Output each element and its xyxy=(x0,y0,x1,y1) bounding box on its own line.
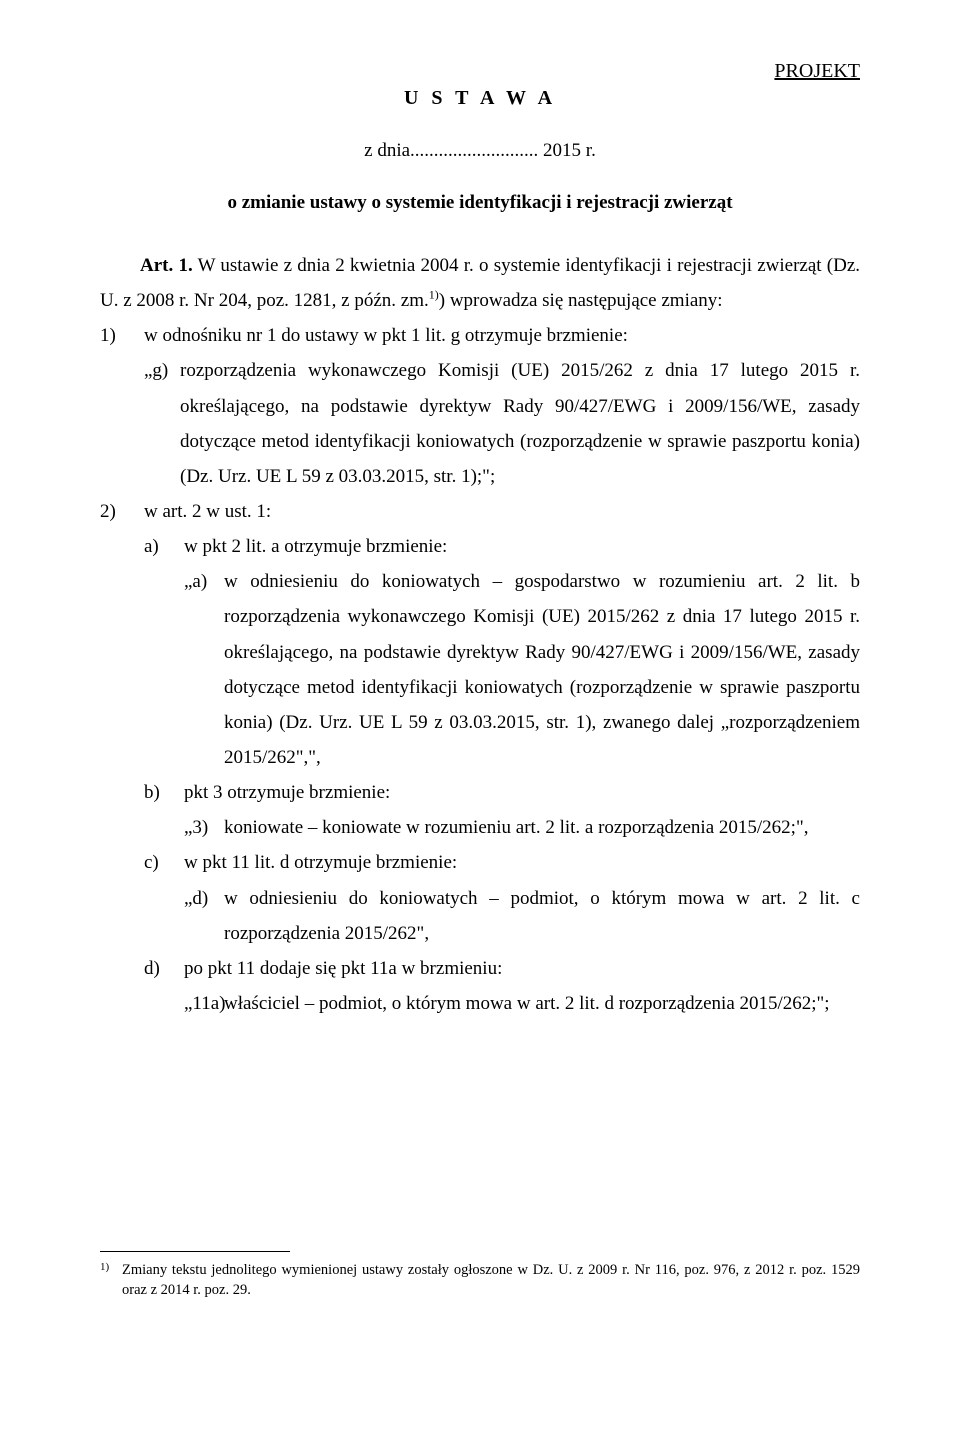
amendment-2b-quote-text: koniowate – koniowate w rozumieniu art. … xyxy=(224,817,808,838)
amendment-2d: d) po pkt 11 dodaje się pkt 11a w brzmie… xyxy=(144,951,860,1021)
amendment-1-marker: 1) xyxy=(100,318,116,353)
amendment-1-quote-marker: „g) xyxy=(144,353,168,388)
amendment-2c-quote: „d) w odniesieniu do koniowatych – podmi… xyxy=(184,881,860,951)
amendment-2c-marker: c) xyxy=(144,845,159,880)
amendment-2-lead: w art. 2 w ust. 1: xyxy=(144,501,271,522)
amendment-1-quote-text: rozporządzenia wykonawczego Komisji (UE)… xyxy=(180,360,860,486)
amendment-2d-quote-text: właściciel – podmiot, o którym mowa w ar… xyxy=(224,993,830,1014)
amendment-2a-quote: „a) w odniesieniu do koniowatych – gospo… xyxy=(184,564,860,775)
footnote-1-text: Zmiany tekstu jednolitego wymienionej us… xyxy=(122,1262,860,1298)
page: PROJEKT U S T A W A z dnia..............… xyxy=(0,0,960,1442)
amendment-2c-quote-text: w odniesieniu do koniowatych – podmiot, … xyxy=(224,888,860,944)
amendment-2a-quote-text: w odniesieniu do koniowatych – gospodars… xyxy=(224,571,860,768)
amendment-2d-lead: po pkt 11 dodaje się pkt 11a w brzmieniu… xyxy=(184,958,502,979)
footnote-rule xyxy=(100,1251,290,1252)
amendment-2-marker: 2) xyxy=(100,494,116,529)
act-date: z dnia........................... 2015 r… xyxy=(100,140,860,162)
article-1-label: Art. 1. xyxy=(140,255,193,276)
body: Art. 1. W ustawie z dnia 2 kwietnia 2004… xyxy=(100,248,860,1021)
article-1-text-after-footnote: ) wprowadza się następujące zmiany: xyxy=(439,290,723,311)
act-title: U S T A W A xyxy=(100,87,860,110)
act-subject: o zmianie ustawy o systemie identyfikacj… xyxy=(100,192,860,214)
amendment-2d-marker: d) xyxy=(144,951,160,986)
amendment-2c: c) w pkt 11 lit. d otrzymuje brzmienie: … xyxy=(144,845,860,950)
projekt-label: PROJEKT xyxy=(100,60,860,83)
amendment-2b-quote: „3) koniowate – koniowate w rozumieniu a… xyxy=(184,810,860,845)
amendment-2b: b) pkt 3 otrzymuje brzmienie: „3) koniow… xyxy=(144,775,860,845)
amendment-2a-lead: w pkt 2 lit. a otrzymuje brzmienie: xyxy=(184,536,447,557)
amendment-2b-marker: b) xyxy=(144,775,160,810)
amendment-2b-quote-marker: „3) xyxy=(184,810,208,845)
amendment-2a-marker: a) xyxy=(144,529,159,564)
amendment-2: 2) w art. 2 w ust. 1: a) w pkt 2 lit. a … xyxy=(100,494,860,1021)
article-1-intro: Art. 1. W ustawie z dnia 2 kwietnia 2004… xyxy=(100,248,860,318)
amendment-2c-lead: w pkt 11 lit. d otrzymuje brzmienie: xyxy=(184,852,457,873)
footnote-ref-1: 1) xyxy=(429,288,439,302)
amendment-2d-quote: „11a) właściciel – podmiot, o którym mow… xyxy=(184,986,860,1021)
amendment-2b-lead: pkt 3 otrzymuje brzmienie: xyxy=(184,782,390,803)
amendment-1: 1) w odnośniku nr 1 do ustawy w pkt 1 li… xyxy=(100,318,860,494)
amendment-2a-quote-marker: „a) xyxy=(184,564,207,599)
amendment-2d-quote-marker: „11a) xyxy=(184,986,226,1021)
footnote-1: 1) Zmiany tekstu jednolitego wymienionej… xyxy=(100,1260,860,1301)
amendment-2a: a) w pkt 2 lit. a otrzymuje brzmienie: „… xyxy=(144,529,860,775)
amendment-1-lead: w odnośniku nr 1 do ustawy w pkt 1 lit. … xyxy=(144,325,628,346)
footnote-1-marker: 1) xyxy=(100,1260,109,1275)
amendment-2c-quote-marker: „d) xyxy=(184,881,208,916)
amendment-1-quote: „g) rozporządzenia wykonawczego Komisji … xyxy=(144,353,860,494)
